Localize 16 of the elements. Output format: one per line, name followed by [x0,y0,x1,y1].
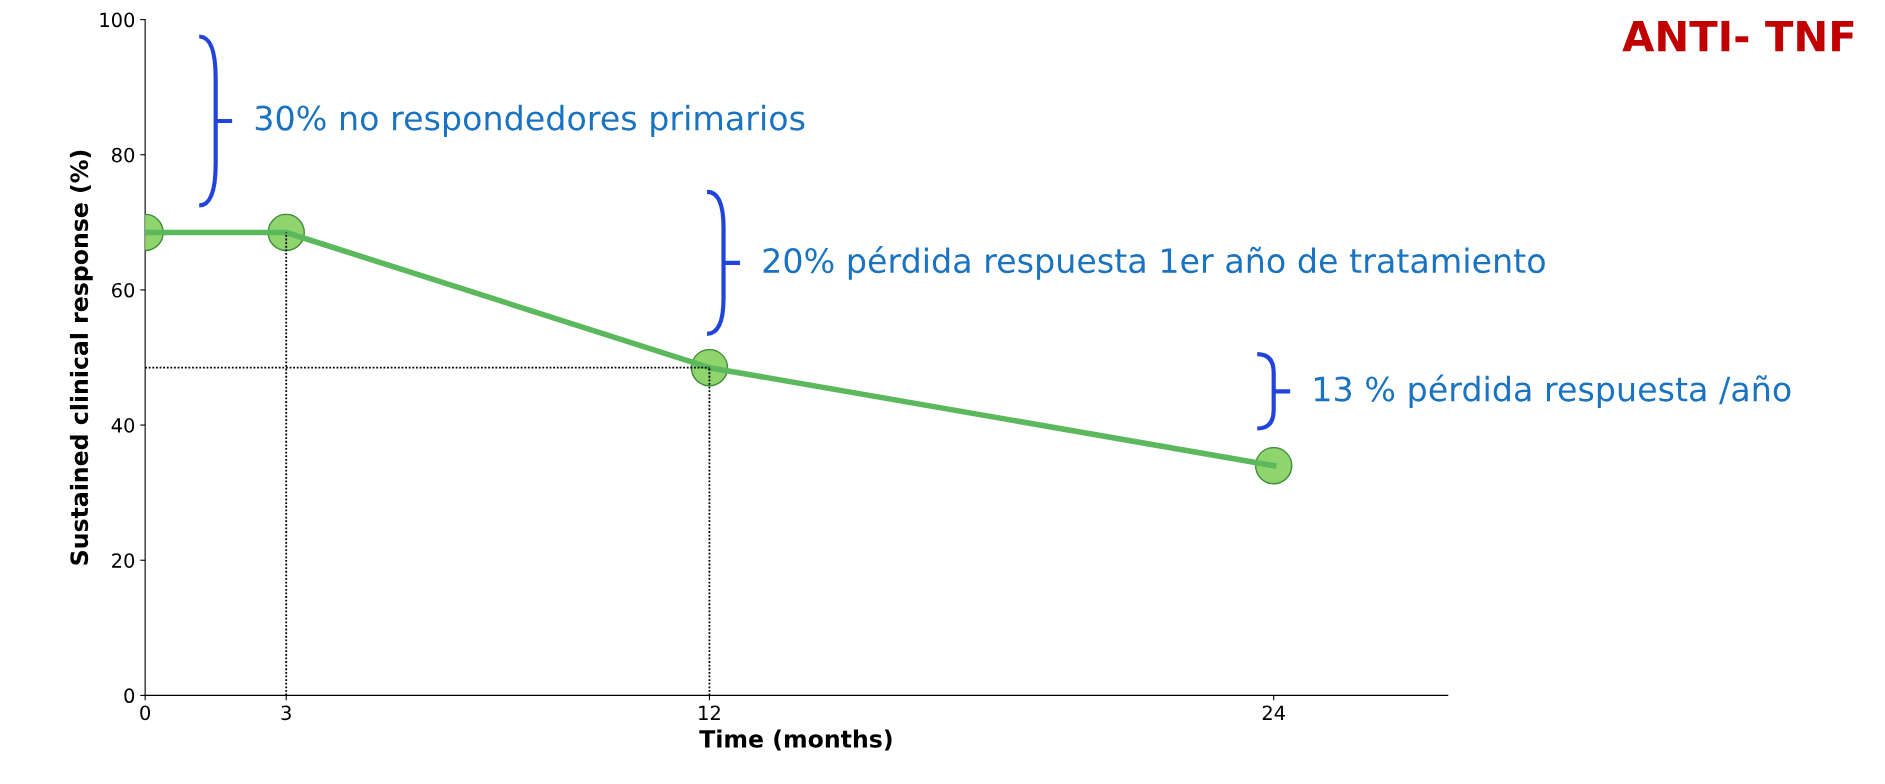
annotation: 30% no respondedores primarios [255,104,805,138]
y-tick-label: 60 [112,282,135,298]
annotation: 20% pérdida respuesta 1er año de tratamiento [763,246,1545,280]
y-tick-label: 40 [111,418,135,433]
y-axis-title: Sustained clinical response (%) [69,150,93,565]
x-tick-label: 3 [281,705,291,721]
y-tick-label: 100 [100,12,135,28]
x-tick-label: 24 [1262,705,1285,720]
text: ANTI- TNF [1622,20,1854,52]
y-tick-label: 80 [112,147,135,163]
x-tick-label: 0 [140,705,151,721]
annotation: 13 % pérdida respuesta /año [1314,374,1791,409]
x-tick-label: 12 [699,705,720,720]
y-tick-label: 0 [124,688,135,704]
x-axis-title: Time (months) [699,729,892,751]
y-tick-label: 20 [112,553,135,568]
